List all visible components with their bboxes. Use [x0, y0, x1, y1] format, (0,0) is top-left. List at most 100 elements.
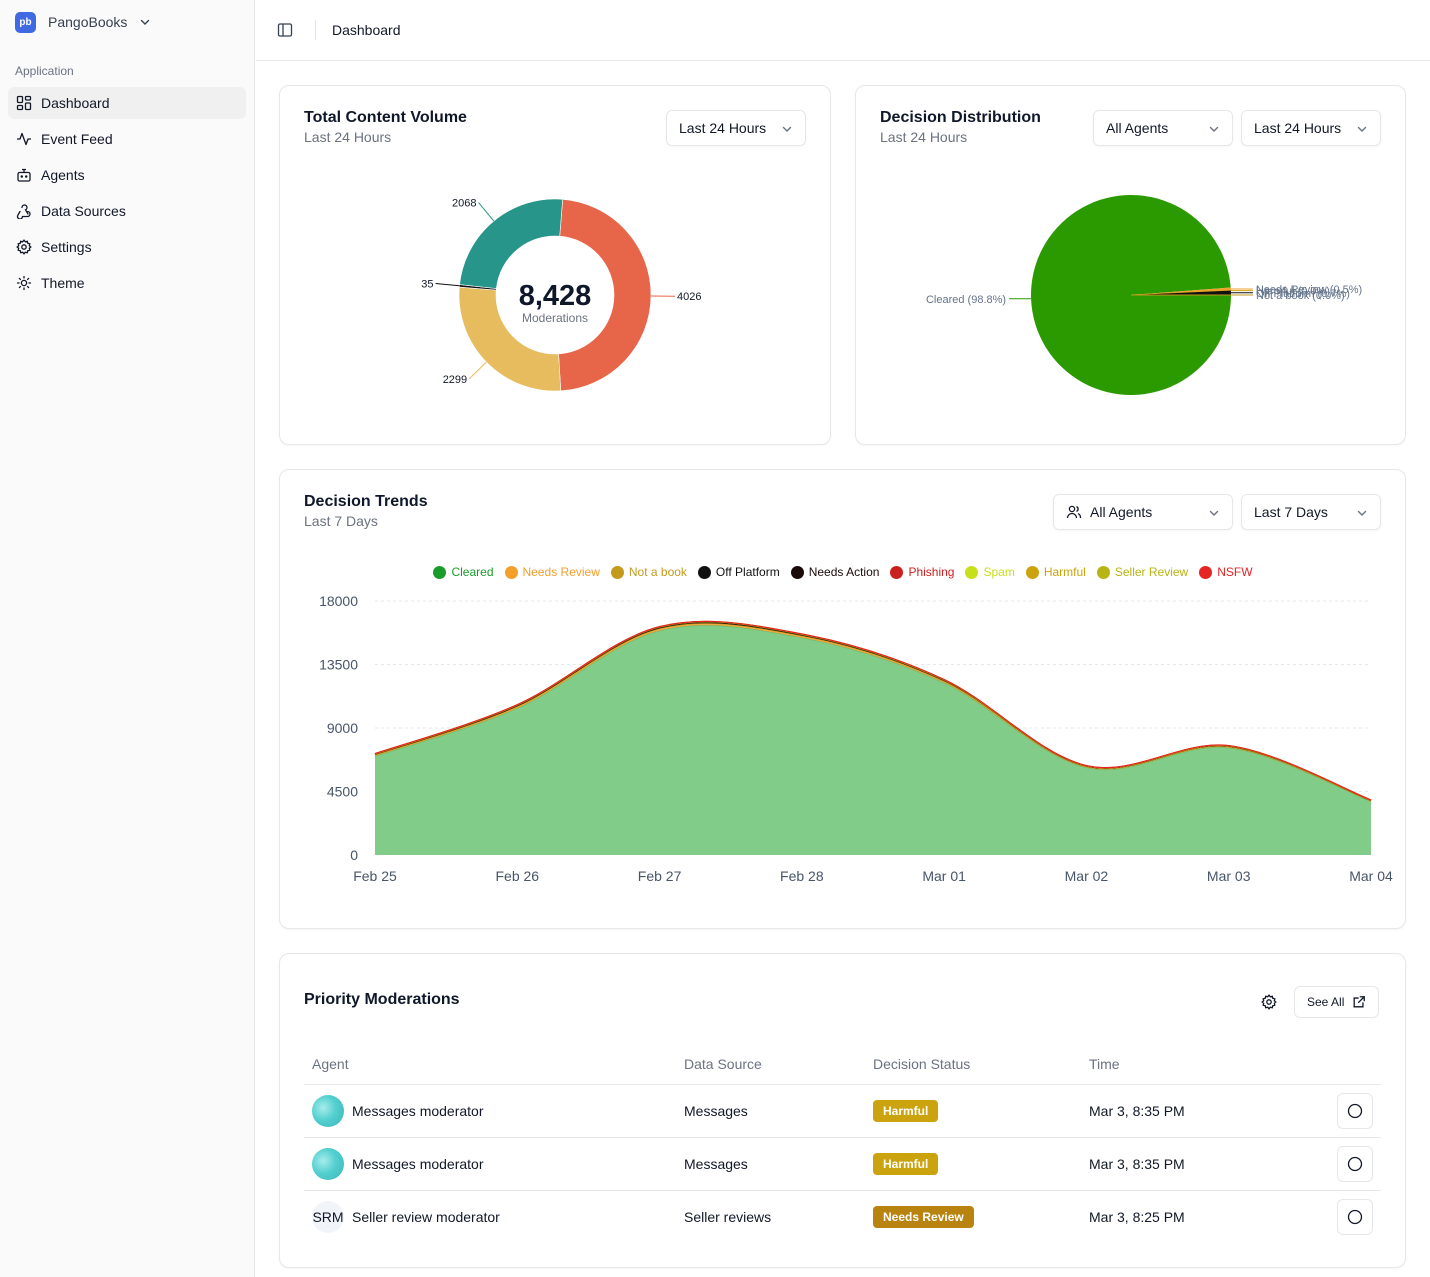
sidebar-nav: Dashboard Event Feed Agents Data Sources… [8, 87, 246, 303]
pie-data-label: Off Platform (0.7%) [1256, 288, 1350, 300]
row-action-button[interactable] [1337, 1146, 1373, 1182]
column-header-time: Time [1089, 1056, 1120, 1072]
status-badge: Needs Review [873, 1206, 974, 1228]
legend-item[interactable]: Needs Action [790, 565, 879, 579]
sidebar-item-label: Dashboard [41, 95, 110, 111]
x-tick-label: Mar 02 [1065, 868, 1109, 884]
legend-label: Seller Review [1114, 565, 1189, 579]
agent-name: Messages moderator [352, 1103, 484, 1119]
legend-label: Not a book [628, 565, 687, 579]
chevron-down-icon [1357, 510, 1367, 516]
sidebar-toggle-icon[interactable] [277, 22, 293, 38]
legend-swatch [890, 565, 904, 579]
time-range-select[interactable]: Last 7 Days [1241, 494, 1381, 530]
time-range-select[interactable]: Last 24 Hours [666, 110, 806, 146]
sidebar-item-settings[interactable]: Settings [8, 231, 246, 263]
sidebar-item-data-sources[interactable]: Data Sources [8, 195, 246, 227]
legend-swatch [1199, 565, 1213, 579]
select-value: All Agents [1090, 504, 1153, 520]
sidebar-item-label: Theme [41, 275, 85, 291]
workspace-switcher[interactable]: pb PangoBooks [15, 11, 151, 33]
webhook-icon [16, 204, 31, 219]
label-leader [478, 202, 495, 222]
sidebar-item-event-feed[interactable]: Event Feed [8, 123, 246, 155]
select-value: Last 7 Days [1254, 504, 1328, 520]
timestamp: Mar 3, 8:25 PM [1089, 1209, 1185, 1225]
legend-item[interactable]: Spam [965, 565, 1015, 579]
card-subtitle: Last 24 Hours [880, 129, 968, 145]
settings-gear-icon[interactable] [1261, 994, 1277, 1010]
row-action-button[interactable] [1337, 1199, 1373, 1235]
column-header-decision-status: Decision Status [873, 1056, 971, 1072]
card-title: Decision Distribution [880, 109, 1041, 126]
avatar [312, 1095, 344, 1127]
chart-legend: Cleared Needs Review Not a book Off Platfor… [280, 565, 1406, 579]
column-header-data-source: Data Source [684, 1056, 762, 1072]
donut-slice [459, 198, 563, 289]
sidebar-item-label: Settings [41, 239, 92, 255]
legend-swatch [433, 565, 447, 579]
decision-trends-card: Decision Trends Last 7 Days All Agents L… [279, 469, 1406, 929]
donut-center-value: 8,428 [519, 280, 592, 312]
legend-item[interactable]: Phishing [890, 565, 954, 579]
legend-label: Off Platform [715, 565, 780, 579]
pie-data-label: Cleared (98.8%) [926, 294, 1006, 306]
select-value: Last 24 Hours [1254, 120, 1342, 136]
agent-name: Seller review moderator [352, 1209, 500, 1225]
row-action-button[interactable] [1337, 1093, 1373, 1129]
dashboard-icon [16, 95, 32, 111]
see-all-button[interactable]: See All [1294, 986, 1380, 1018]
donut-slice [458, 286, 562, 392]
circle-icon [1347, 1156, 1363, 1172]
gear-icon [16, 239, 32, 255]
x-tick-label: Mar 01 [922, 868, 966, 884]
y-tick-label: 0 [350, 847, 358, 863]
pie-data-label: Needs Review (0.5%) [1256, 284, 1362, 296]
avatar [312, 1148, 344, 1180]
sidebar-item-agents[interactable]: Agents [8, 159, 246, 191]
content-volume-card: Total Content Volume Last 24 Hours Last … [279, 85, 831, 445]
pie-slice [1131, 287, 1231, 295]
x-tick-label: Mar 03 [1207, 868, 1251, 884]
select-value: Last 24 Hours [679, 120, 767, 136]
legend-item[interactable]: Harmful [1025, 565, 1086, 579]
donut-data-label: 4026 [677, 291, 701, 303]
timestamp: Mar 3, 8:35 PM [1089, 1156, 1185, 1172]
legend-label: Spam [983, 565, 1015, 579]
legend-item[interactable]: Needs Review [504, 565, 600, 579]
donut-data-label: 2068 [452, 198, 476, 210]
table-row[interactable]: SRM Seller review moderator Seller revie… [304, 1191, 1381, 1244]
activity-icon [17, 132, 31, 146]
decision-distribution-card: Decision Distribution Last 24 Hours All … [855, 85, 1406, 445]
data-source: Seller reviews [684, 1209, 772, 1225]
chevron-down-icon [1209, 510, 1219, 516]
sidebar-item-theme[interactable]: Theme [8, 267, 246, 299]
time-range-select[interactable]: Last 24 Hours [1241, 110, 1381, 146]
timestamp: Mar 3, 8:35 PM [1089, 1103, 1185, 1119]
agent-select[interactable]: All Agents [1093, 110, 1233, 146]
users-icon [1066, 505, 1082, 519]
legend-swatch [697, 565, 711, 579]
legend-item[interactable]: Seller Review [1096, 565, 1189, 579]
x-tick-label: Feb 26 [495, 868, 539, 884]
sidebar-item-dashboard[interactable]: Dashboard [8, 87, 246, 119]
y-tick-label: 18000 [319, 593, 358, 609]
legend-item[interactable]: Not a book [610, 565, 687, 579]
status-badge: Harmful [873, 1100, 939, 1122]
legend-item[interactable]: NSFW [1199, 565, 1253, 579]
x-tick-label: Feb 28 [780, 868, 824, 884]
legend-item[interactable]: Cleared [433, 565, 494, 579]
legend-item[interactable]: Off Platform [697, 565, 780, 579]
pie-chart: Cleared (98.8%) Needs Review (0.5%)Harmfu… [926, 195, 1362, 396]
table-row[interactable]: Messages moderator Messages Harmful Mar … [304, 1085, 1381, 1138]
avatar: SRM [312, 1201, 344, 1233]
label-leader [435, 282, 460, 287]
legend-label: Cleared [451, 565, 494, 579]
chevron-down-icon [1209, 126, 1219, 132]
table-row[interactable]: Messages moderator Messages Harmful Mar … [304, 1138, 1381, 1191]
card-subtitle: Last 7 Days [304, 513, 378, 529]
agent-select[interactable]: All Agents [1053, 494, 1233, 530]
area-chart: 0 4500 9000 13500 18000 Feb 25 Feb 26 Feb 27 Feb… [319, 593, 1393, 884]
sidebar-item-label: Event Feed [41, 131, 113, 147]
y-tick-label: 13500 [319, 657, 358, 673]
